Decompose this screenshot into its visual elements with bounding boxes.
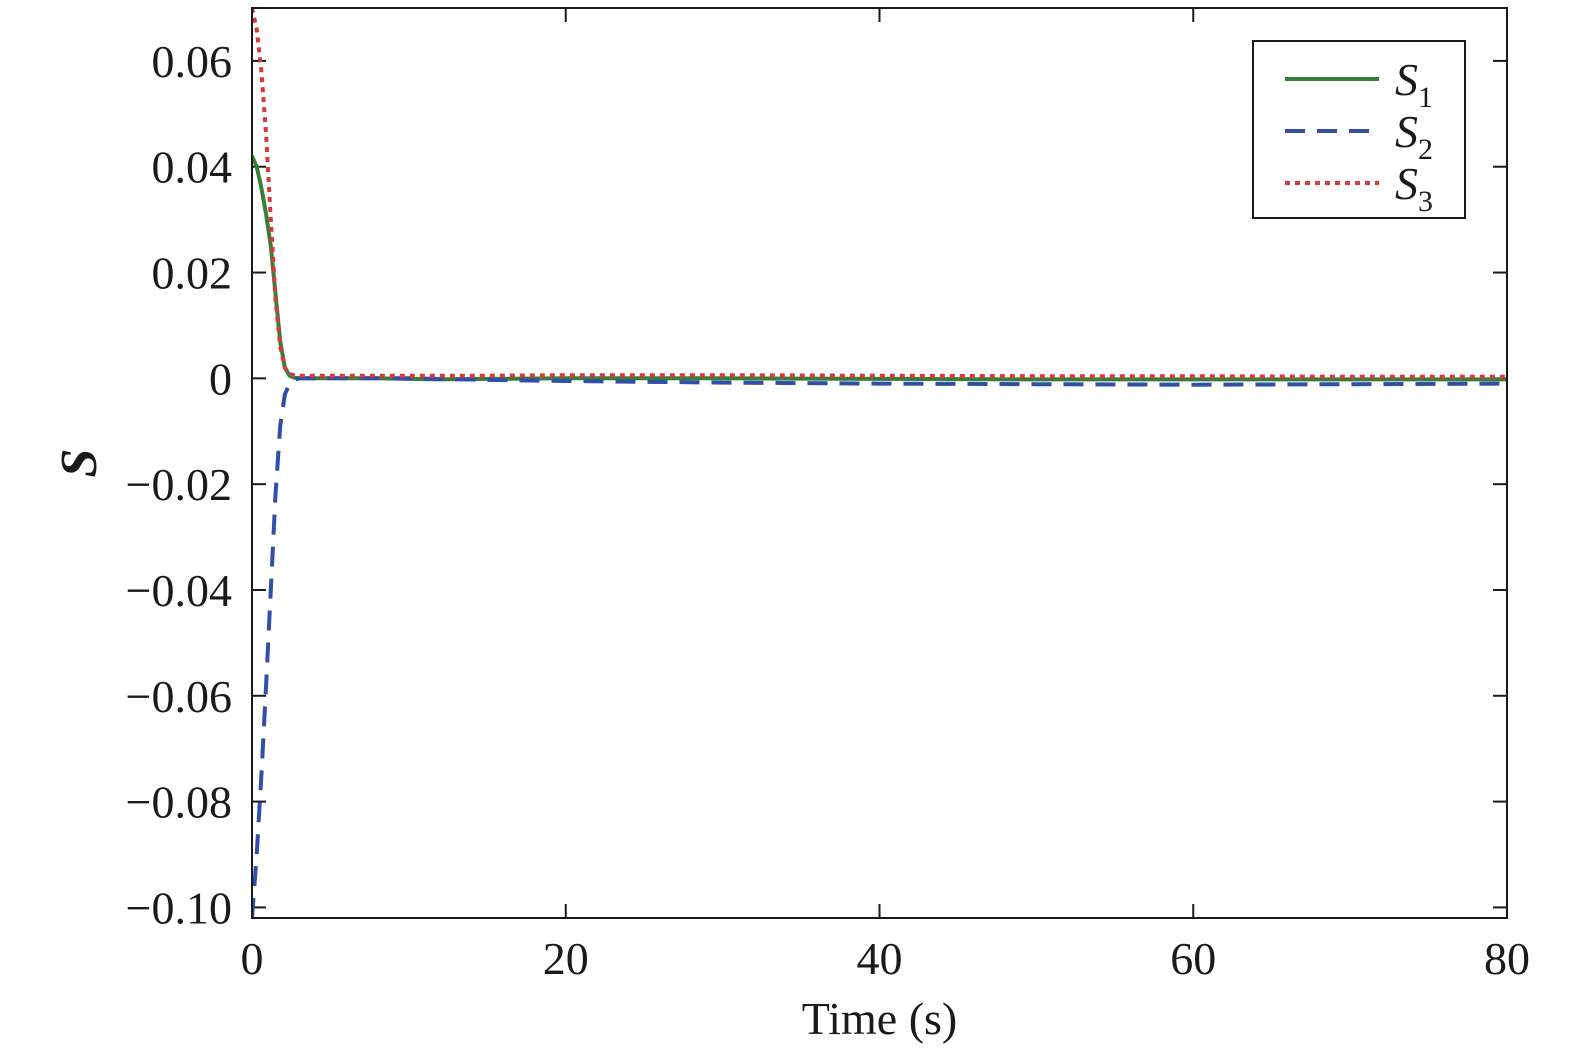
plot-frame: [251, 7, 1508, 919]
y-tick-label: 0.04: [152, 142, 233, 193]
x-axis-label: Time (s): [802, 993, 958, 1044]
y-tick-label: −0.08: [126, 777, 232, 828]
x-tick-label: 60: [1170, 933, 1216, 984]
series-line-2: [252, 376, 1507, 918]
y-tick-label: −0.06: [126, 671, 232, 722]
y-tick-label: −0.02: [126, 459, 232, 510]
y-axis-label: S: [51, 449, 108, 478]
labels-layer: 0 20 40 60 80 0.06 0.04 0.02 0 −0.02 −0.04 −0.06 −0.…: [51, 36, 1530, 1044]
x-tick-label: 80: [1484, 933, 1530, 984]
x-tick-label: 40: [857, 933, 903, 984]
series-line-3: [252, 8, 1507, 379]
y-tick-label: 0.02: [152, 248, 233, 299]
x-tick-label: 0: [241, 933, 264, 984]
x-tick-label: 20: [543, 933, 589, 984]
y-tick-label: 0: [209, 353, 232, 404]
y-tick-label: 0.06: [152, 36, 233, 87]
y-tick-label: −0.04: [126, 565, 232, 616]
y-tick-label: −0.10: [126, 882, 232, 933]
series-layer: [252, 8, 1507, 918]
